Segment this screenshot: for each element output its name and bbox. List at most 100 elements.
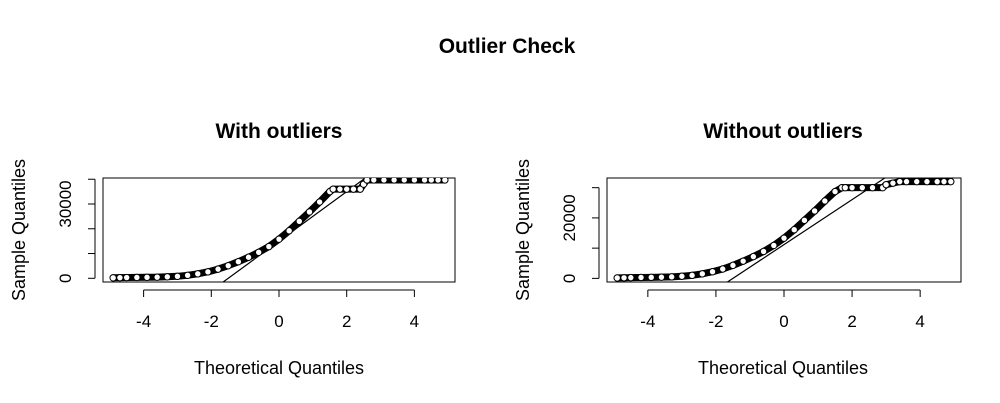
y-axis-label: Sample Quantiles: [9, 159, 29, 301]
qq-point: [265, 242, 273, 251]
qq-point: [647, 273, 655, 282]
x-tick-label: -4: [136, 312, 151, 331]
qq-point: [153, 273, 161, 281]
qq-point: [923, 178, 931, 186]
qq-point: [295, 217, 304, 226]
panel-title: With outliers: [216, 120, 343, 143]
qq-point: [698, 270, 707, 278]
x-axis-label: Theoretical Quantiles: [194, 358, 364, 378]
qq-point: [637, 273, 645, 282]
qq-point: [342, 185, 351, 193]
qq-point: [848, 183, 856, 192]
qq-point-trail: [613, 178, 955, 282]
panel-without-outliers: Without outliers Theoretical Quantiles S…: [513, 120, 962, 378]
qq-point: [947, 178, 955, 186]
qq-point: [858, 183, 866, 192]
qq-point: [719, 265, 727, 273]
qq-point: [143, 273, 151, 281]
qq-point: [902, 178, 911, 186]
qq-point-trail: [109, 178, 449, 282]
qq-point: [678, 272, 686, 280]
plot-frame: [606, 177, 962, 283]
qq-point: [841, 183, 849, 192]
qq-point: [305, 208, 314, 216]
qq-point: [657, 273, 666, 281]
x-tick-label: 4: [410, 312, 419, 331]
qq-point: [868, 183, 877, 192]
qq-point: [780, 234, 788, 242]
x-tick-label: 2: [342, 312, 351, 331]
x-tick-label: -4: [640, 312, 655, 331]
qq-point: [620, 274, 628, 282]
qq-point: [122, 273, 131, 282]
qq-point: [770, 241, 778, 250]
qq-point: [729, 261, 737, 270]
qq-point: [810, 207, 819, 215]
qq-point: [183, 271, 192, 280]
qq-point: [627, 273, 635, 282]
qq-point: [349, 185, 358, 193]
qq-point: [315, 198, 324, 206]
qq-point: [390, 178, 398, 184]
qq-point: [667, 273, 676, 281]
qq-point: [254, 248, 263, 256]
x-tick-label: 0: [779, 312, 788, 331]
y-axis-label: Sample Quantiles: [513, 159, 533, 301]
qq-point: [109, 274, 117, 282]
qq-point: [356, 185, 364, 193]
qq-point: [400, 178, 408, 184]
qq-point: [708, 268, 717, 276]
qq-point: [831, 187, 839, 196]
y-tick-label: 0: [56, 274, 75, 283]
y-tick-label: 30000: [56, 180, 75, 227]
y-tick-label: 0: [560, 274, 579, 283]
qq-point: [244, 253, 253, 261]
qq-point: [285, 227, 293, 235]
x-axis-label: Theoretical Quantiles: [698, 358, 868, 378]
qq-point: [441, 178, 449, 184]
qq-point: [380, 178, 388, 184]
qq-point: [896, 178, 904, 186]
x-tick-label: -2: [708, 312, 723, 331]
qq-point: [759, 247, 768, 256]
qq-point: [163, 273, 172, 281]
qq-point: [204, 268, 212, 276]
qq-point: [613, 274, 621, 282]
x-tick-label: 4: [915, 312, 924, 331]
qq-point: [882, 180, 890, 189]
x-tick-label: 0: [274, 312, 283, 331]
qq-point: [940, 178, 948, 186]
plot-frame: [102, 177, 456, 283]
reference-line: [726, 178, 886, 282]
qq-point: [800, 216, 809, 225]
qq-point: [133, 273, 141, 282]
qq-point: [913, 178, 921, 186]
qq-point: [336, 185, 344, 193]
x-tick-label: -2: [204, 312, 219, 331]
qq-point: [275, 235, 283, 243]
qq-point: [116, 273, 124, 282]
qq-point: [410, 178, 419, 184]
panel-title: Without outliers: [703, 120, 863, 143]
qq-point: [790, 225, 798, 234]
qq-point: [329, 185, 337, 193]
qq-point: [933, 178, 941, 186]
qq-point: [194, 270, 202, 278]
panel-with-outliers: With outliers Theoretical Quantiles Samp…: [9, 120, 456, 378]
qq-point: [688, 271, 696, 280]
x-tick-label: 2: [847, 312, 856, 331]
figure-title: Outlier Check: [439, 35, 576, 58]
plot-area: [109, 178, 449, 282]
qq-point: [214, 265, 222, 273]
qq-point: [370, 178, 378, 184]
y-tick-label: 20000: [560, 194, 579, 241]
qq-point: [821, 197, 829, 205]
qq-point: [739, 257, 747, 265]
qq-point: [224, 261, 232, 270]
qq-point: [173, 272, 182, 281]
qq-point: [234, 257, 243, 266]
plot-area: [613, 178, 955, 282]
qq-point: [749, 252, 758, 261]
qq-point: [889, 179, 897, 187]
